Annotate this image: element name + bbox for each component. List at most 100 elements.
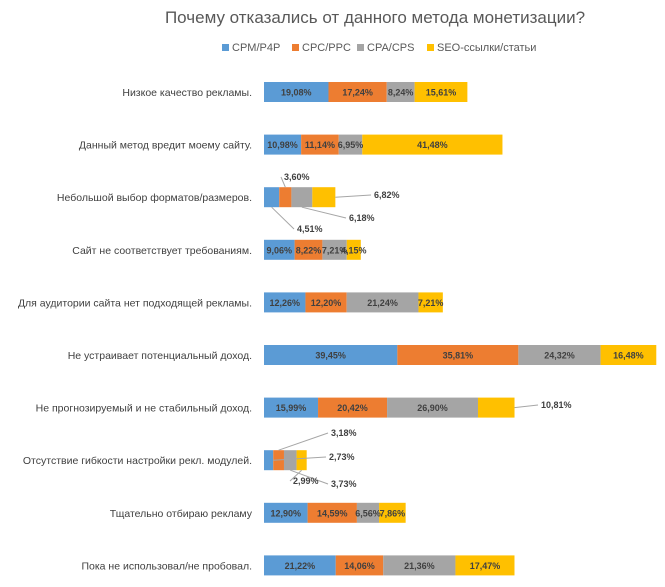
legend-swatch: [427, 44, 434, 51]
bar-segment: [346, 239, 361, 260]
data-label: 7,21%: [418, 298, 444, 308]
data-label: 39,45%: [315, 351, 346, 361]
bar-segment: [383, 555, 456, 576]
category-label: Не устраивает потенциальный доход.: [68, 350, 252, 362]
bar-segment: [600, 345, 657, 365]
data-label: 6,82%: [374, 190, 400, 200]
bar-segment: [386, 82, 415, 102]
bar-segment: [312, 187, 336, 208]
leader-line: [273, 456, 327, 461]
data-label: 17,47%: [470, 561, 501, 571]
data-label: 6,18%: [349, 213, 375, 223]
bar-segment: [346, 292, 419, 313]
bar-segment: [264, 187, 280, 208]
data-label: 24,32%: [544, 351, 575, 361]
leader-line: [289, 469, 302, 482]
legend-label: SEO-ссылки/статьи: [437, 42, 536, 54]
leader-line: [290, 469, 329, 485]
leader-line: [278, 432, 329, 451]
category-labels: Низкое качество рекламы. Данный метод вре…: [18, 87, 253, 572]
data-label: 21,36%: [404, 561, 435, 571]
legend-label: CPC/PPC: [302, 42, 351, 54]
leader-line: [514, 404, 539, 409]
data-label: 14,59%: [317, 508, 348, 518]
data-label: 21,24%: [367, 298, 398, 308]
data-label: 20,42%: [337, 403, 368, 413]
bar-segment: [264, 450, 274, 471]
bar-segment: [328, 82, 387, 102]
bar-segment: [387, 397, 478, 418]
data-label: 12,90%: [271, 508, 302, 518]
bar-segment: [294, 239, 323, 260]
category-label: Отсутствие гибкости настройки рекл. моду…: [23, 455, 252, 467]
leader-line: [335, 194, 372, 198]
bar-segment: [264, 555, 336, 576]
chart-title: Почему отказались от данного метода моне…: [165, 8, 585, 27]
data-label: 35,81%: [443, 351, 474, 361]
bar-segment: [264, 82, 329, 102]
category-label: Не прогнозируемый и не стабильный доход.: [36, 403, 252, 415]
data-label: 3,73%: [331, 479, 357, 489]
data-label: 17,24%: [342, 88, 373, 98]
bar-segment: [379, 502, 406, 523]
data-label: 3,60%: [284, 172, 310, 182]
legend-label: CPA/CPS: [367, 42, 414, 54]
category-label: Небольшой выбор форматов/размеров.: [57, 192, 252, 204]
bar-segment: [362, 134, 503, 155]
data-label: 19,08%: [281, 88, 312, 98]
leader-line: [280, 176, 286, 188]
category-label: Данный метод вредит моему сайту.: [79, 140, 252, 152]
bar-segment: [264, 239, 295, 260]
data-label: 10,98%: [267, 140, 298, 150]
data-label: 4,15%: [341, 245, 367, 255]
data-label: 6,95%: [338, 140, 364, 150]
data-label: 41,48%: [417, 140, 448, 150]
data-label: 2,73%: [329, 452, 355, 462]
bar-segment: [264, 134, 302, 155]
data-label: 21,22%: [285, 561, 316, 571]
data-label: 14,06%: [344, 561, 375, 571]
category-label: Сайт не соответствует требованиям.: [72, 245, 252, 257]
bar-segment: [291, 187, 313, 208]
bar-segment: [414, 82, 468, 102]
bar-segment: [264, 502, 308, 523]
bar-segment: [305, 292, 347, 313]
bars: [264, 82, 657, 576]
bar-segment: [279, 187, 292, 208]
data-label: 7,86%: [380, 508, 406, 518]
data-label: 6,56%: [355, 508, 381, 518]
bar-segment: [307, 502, 357, 523]
bar-segment: [283, 450, 297, 471]
data-label: 8,24%: [388, 88, 414, 98]
bar-segment: [455, 555, 515, 576]
data-label: 4,51%: [297, 224, 323, 234]
data-label: 12,26%: [269, 298, 300, 308]
bar-segment: [301, 134, 339, 155]
data-label: 12,20%: [311, 298, 342, 308]
leader-line: [271, 206, 295, 230]
category-label: Тщательно отбираю рекламу: [110, 508, 253, 520]
data-label: 10,81%: [541, 400, 572, 410]
bar-segment: [264, 397, 319, 418]
bar-segment: [477, 397, 515, 418]
legend-swatch: [222, 44, 229, 51]
data-label: 16,48%: [613, 351, 644, 361]
bar-segment: [296, 450, 307, 471]
data-label: 15,61%: [426, 88, 457, 98]
bar-segment: [338, 134, 363, 155]
bar-segment: [418, 292, 443, 313]
bar-segment: [318, 397, 388, 418]
category-label: Пока не использовал/не пробовал.: [81, 560, 252, 572]
bar-segment: [322, 239, 347, 260]
data-label: 26,90%: [417, 403, 448, 413]
data-label: 11,14%: [305, 140, 335, 150]
data-label: 9,06%: [267, 245, 293, 255]
bar-segment: [518, 345, 601, 365]
bar-segment: [397, 345, 519, 365]
legend: CPM/P4P CPC/PPC CPA/CPS SEO-ссылки/статьи: [222, 42, 536, 54]
category-label: Низкое качество рекламы.: [122, 87, 252, 99]
data-label: 15,99%: [276, 403, 307, 413]
legend-swatch: [292, 44, 299, 51]
legend-label: CPM/P4P: [232, 42, 280, 54]
